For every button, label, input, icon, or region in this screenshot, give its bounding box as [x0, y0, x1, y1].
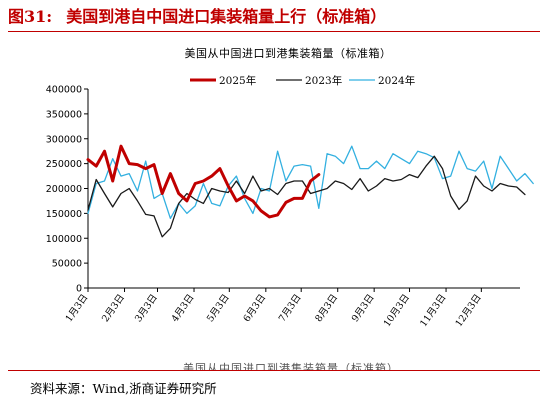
- x-tick-label: 10月3日: [382, 292, 412, 329]
- y-tick-label: 300000: [46, 134, 82, 145]
- x-tick-label: 12月3日: [453, 292, 483, 329]
- figure-title-bar: 图31: 美国到港自中国进口集装箱量上行（标准箱）: [8, 4, 540, 30]
- x-tick-label: 4月3日: [170, 292, 197, 324]
- figure-title: 美国到港自中国进口集装箱量上行（标准箱）: [66, 7, 387, 26]
- legend-label: 2024年: [378, 74, 415, 87]
- x-tick-label: 11月3日: [418, 292, 448, 329]
- figure-number: 图31:: [8, 7, 53, 26]
- cut-off-caption: 美国从中国进口到港集装箱量（标准箱）: [0, 362, 548, 370]
- bottom-rule: [8, 370, 540, 371]
- x-tick-label: 2月3日: [100, 292, 127, 324]
- x-tick-label: 7月3日: [277, 292, 304, 324]
- y-tick-label: 150000: [46, 209, 82, 220]
- x-tick-label: 9月3日: [350, 292, 377, 324]
- y-tick-label: 0: [76, 284, 82, 295]
- cut-off-caption-text: 美国从中国进口到港集装箱量（标准箱）: [183, 362, 399, 370]
- y-tick-label: 100000: [46, 234, 82, 245]
- y-tick-label: 250000: [46, 159, 82, 170]
- line-chart: 美国从中国进口到港集装箱量（标准箱） 2025年 2023年 2024年 0 50000 1…: [46, 46, 534, 329]
- y-tick-label: 350000: [46, 109, 82, 120]
- x-tick-label: 3月3日: [133, 292, 160, 324]
- title-rule: [8, 31, 540, 32]
- y-tick-label: 200000: [46, 184, 82, 195]
- legend-label: 2023年: [305, 74, 342, 87]
- series-line-2025年: [86, 144, 321, 219]
- chart-title: 美国从中国进口到港集装箱量（标准箱）: [185, 46, 392, 60]
- x-tick-label: 8月3日: [313, 292, 340, 324]
- x-tick-label: 6月3日: [241, 292, 268, 324]
- x-tick-label: 1月3日: [64, 292, 91, 324]
- x-tick-label: 5月3日: [205, 292, 232, 324]
- y-tick-label: 50000: [52, 259, 82, 270]
- y-tick-label: 400000: [46, 85, 82, 96]
- legend-label: 2025年: [219, 74, 256, 87]
- source-note: 资料来源：Wind,浙商证券研究所: [30, 381, 217, 396]
